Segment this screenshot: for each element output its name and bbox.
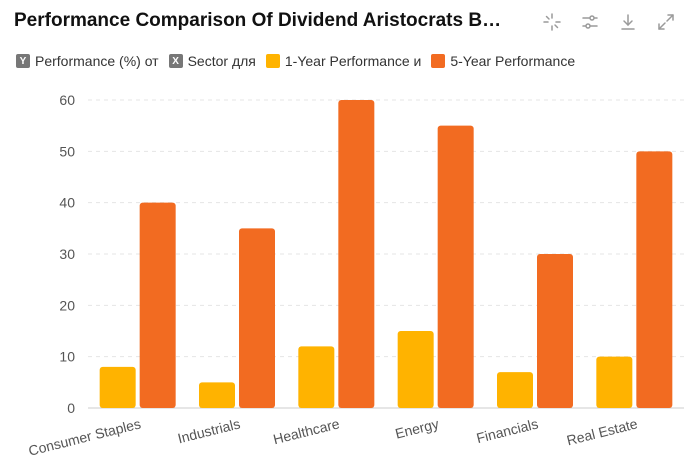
y-tick-label: 0 bbox=[67, 400, 75, 416]
bar-one-year bbox=[497, 372, 533, 408]
legend-series-1-label: 1-Year Performance и bbox=[284, 53, 422, 69]
y-tick-label: 10 bbox=[59, 349, 75, 365]
x-tick-label: Consumer Staples bbox=[27, 415, 143, 458]
download-icon[interactable] bbox=[616, 10, 640, 34]
chart-toolbar bbox=[540, 10, 678, 34]
chart-title: Performance Comparison Of Dividend Arist… bbox=[14, 10, 502, 31]
bar-five-year bbox=[338, 100, 375, 408]
bar-one-year bbox=[397, 331, 434, 408]
chart-legend: Y Performance (%) от X Sector для 1-Year… bbox=[16, 53, 579, 69]
legend-y-axis[interactable]: Y Performance (%) от bbox=[16, 53, 159, 69]
x-axis-badge: X bbox=[168, 54, 183, 68]
bar-five-year bbox=[437, 125, 474, 409]
legend-series-2-label: 5-Year Performance bbox=[450, 53, 576, 69]
bar-one-year bbox=[99, 366, 136, 408]
bar-five-year bbox=[636, 151, 673, 409]
bar-one-year bbox=[199, 382, 235, 408]
legend-series-1[interactable]: 1-Year Performance и bbox=[265, 53, 422, 69]
filter-settings-icon[interactable] bbox=[578, 10, 602, 34]
legend-x-axis[interactable]: X Sector для bbox=[168, 53, 256, 69]
y-tick-label: 40 bbox=[59, 195, 75, 211]
bar-five-year bbox=[239, 228, 275, 408]
y-tick-label: 60 bbox=[59, 92, 75, 108]
expand-icon[interactable] bbox=[654, 10, 678, 34]
bar-five-year bbox=[537, 254, 573, 408]
y-tick-label: 20 bbox=[59, 297, 75, 313]
y-axis-badge: Y bbox=[16, 54, 30, 68]
bar-five-year bbox=[139, 202, 176, 408]
legend-series-2[interactable]: 5-Year Performance bbox=[431, 53, 575, 69]
series-1-swatch bbox=[265, 54, 280, 68]
y-tick-label: 50 bbox=[59, 143, 75, 159]
x-tick-label: Real Estate bbox=[565, 415, 639, 448]
x-tick-label: Financials bbox=[475, 415, 540, 446]
select-icon[interactable] bbox=[540, 10, 564, 34]
x-tick-label: Healthcare bbox=[271, 415, 341, 447]
y-tick-label: 30 bbox=[59, 246, 75, 262]
legend-y-axis-label: Performance (%) от bbox=[35, 53, 159, 69]
bar-one-year bbox=[298, 346, 335, 408]
x-tick-label: Industrials bbox=[176, 415, 242, 446]
series-2-swatch bbox=[431, 54, 446, 68]
legend-x-axis-label: Sector для bbox=[187, 53, 256, 69]
bar-one-year bbox=[596, 356, 633, 408]
x-tick-label: Energy bbox=[393, 415, 440, 441]
